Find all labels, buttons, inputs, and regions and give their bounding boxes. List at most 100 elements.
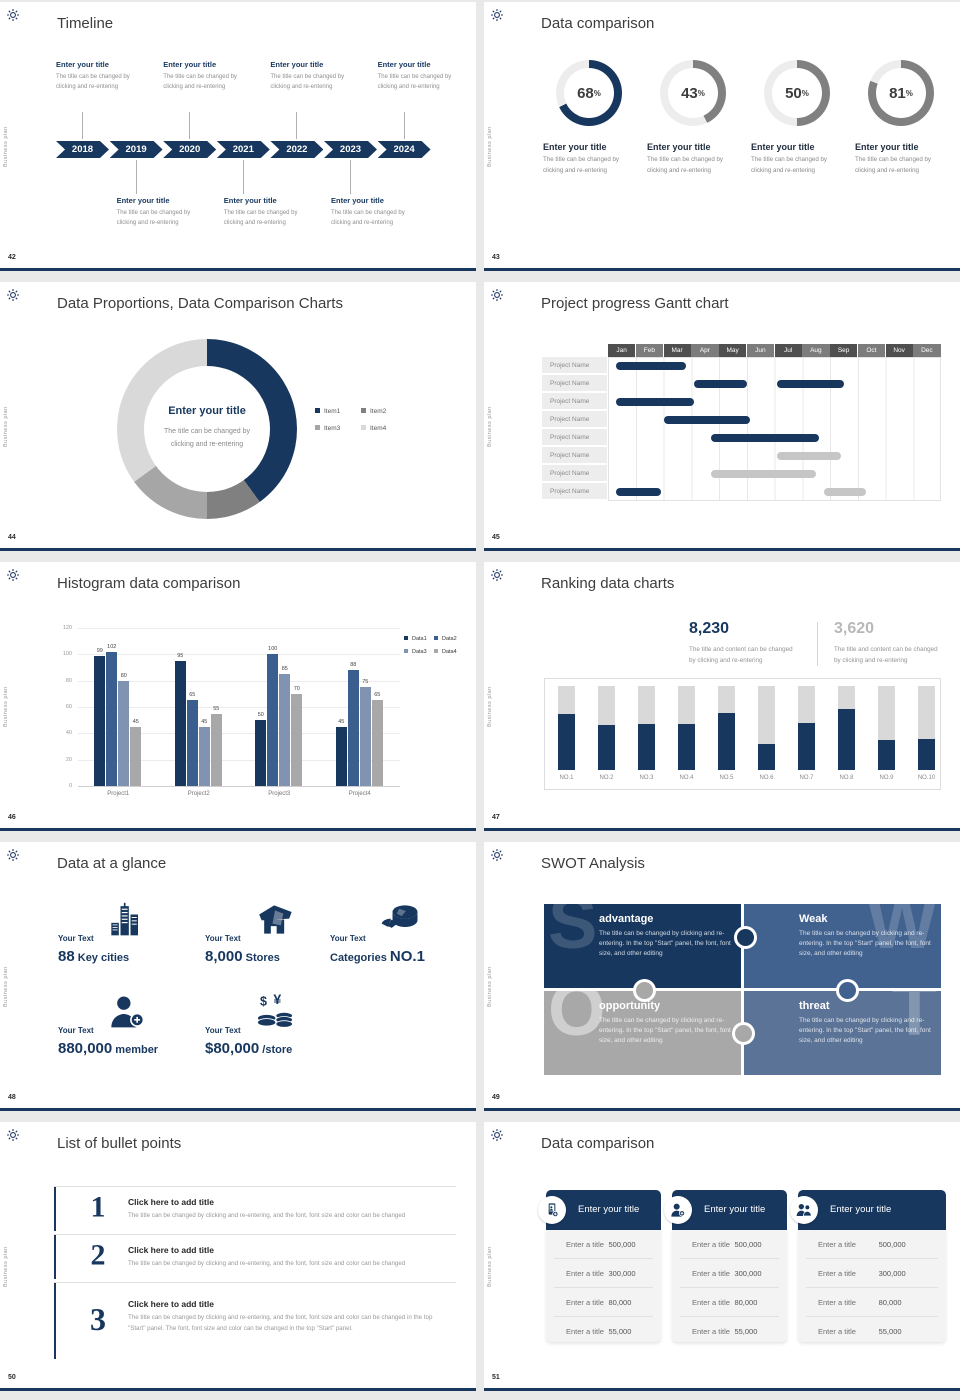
rank-label: NO.9: [879, 775, 894, 781]
timeline-entry-body: The title can be changed by clicking and …: [56, 74, 130, 91]
grid-line: [78, 680, 400, 682]
timeline-entry-title: Enter your title: [377, 60, 431, 69]
swot-body: The title can be changed by clicking and…: [799, 930, 931, 958]
timeline-entry: Enter your title The title can be changed…: [270, 60, 372, 92]
svg-text:¥: ¥: [273, 994, 281, 1008]
hist-bar: [106, 651, 118, 786]
page-title: Data comparison: [541, 1135, 655, 1152]
stat-divider: [817, 622, 818, 666]
progress-ring: 68%: [556, 60, 622, 126]
hist-value-label: 80: [120, 672, 127, 679]
slide-44-donut[interactable]: Business plan Data Proportions, Data Com…: [0, 282, 476, 551]
row-label: Enter a title: [692, 1298, 730, 1307]
gantt-row-label: Project Name: [542, 411, 607, 428]
ring-stat: 68% Enter your title The title can be chan…: [543, 60, 635, 177]
slide-43-data-comparison[interactable]: Business plan Data comparison 68% Enter y…: [484, 2, 960, 271]
year-chevron: 2018: [56, 141, 109, 158]
bullet-title: Click here to add title: [128, 1299, 214, 1309]
rank-bar: [758, 743, 775, 770]
slide-47-ranking[interactable]: Business plan Ranking data charts 8,230 T…: [484, 562, 960, 831]
coins-icon: $ ¥: [255, 992, 297, 1032]
y-tick-label: 100: [62, 651, 72, 658]
page-title: Data at a glance: [57, 855, 167, 872]
card-body: Enter a title 500,000 Enter a title 300,000…: [672, 1230, 787, 1342]
legend-item: Data2: [434, 636, 457, 642]
stat-block: Your Text 88 Key cities: [58, 902, 208, 986]
year-chevron: 2023: [324, 141, 377, 158]
hist-value-label: 102: [107, 643, 117, 650]
gantt-bar: [663, 416, 750, 424]
grid-line: [78, 759, 400, 761]
card-row: Enter a title 55,000: [680, 1317, 779, 1345]
grid-line: [78, 707, 400, 708]
bullet-row: 2 Click here to add title The title can be…: [54, 1234, 456, 1279]
rank-bar: [678, 723, 695, 770]
donut-center-body: The title can be changed by clicking and …: [163, 428, 250, 449]
slide-48-data-at-a-glance[interactable]: Business plan Data at a glance Your Text…: [0, 842, 476, 1111]
ring-body: The title can be changed by clicking and …: [751, 156, 828, 174]
row-label: Enter a title: [692, 1240, 730, 1249]
stat-block: $ ¥ Your Text $80,000 /store: [205, 992, 355, 1078]
ring-body: The title can be changed by clicking and …: [543, 156, 620, 174]
gantt-month-header: Mar: [663, 344, 691, 357]
card-row: Enter a title 80,000: [554, 1288, 653, 1317]
gantt-month-header: May: [719, 344, 747, 357]
row-label: Enter a title: [566, 1240, 604, 1249]
timeline-entry-title: Enter your title: [163, 60, 217, 69]
bullet-number: 1: [90, 1190, 106, 1224]
legend-item: Data1: [404, 636, 427, 642]
gantt-month-header: Apr: [691, 344, 719, 357]
ring-value: 81%: [889, 84, 913, 102]
ring-title: Enter your title: [647, 142, 711, 152]
hist-value-label: 100: [268, 646, 278, 653]
page-title: Data Proportions, Data Comparison Charts: [57, 295, 343, 312]
slide-46-histogram[interactable]: Business plan Histogram data comparison …: [0, 562, 476, 831]
puzzle-knob: [835, 978, 859, 1002]
gantt-bar: [824, 488, 867, 496]
timeline-entry-title: Enter your title: [56, 60, 109, 69]
swot-word: Weak: [799, 913, 828, 925]
gantt-month-header: Jan: [608, 344, 636, 357]
puzzle-knob: [733, 926, 757, 949]
timeline-entry-body: The title can be changed by clicking and …: [163, 74, 237, 91]
slide-42-timeline[interactable]: Business plan Timeline 2018 2019 2020 2021 2…: [0, 2, 476, 271]
swot-body: The title can be changed by clicking and…: [599, 1017, 731, 1045]
row-value: 300,000: [734, 1269, 762, 1278]
grid-line: [78, 786, 400, 787]
row-label: Enter a title: [566, 1298, 604, 1307]
gantt-row-label: Project Name: [542, 447, 607, 464]
stat-value: 88 Key cities: [58, 948, 130, 965]
grid-line: [78, 733, 400, 735]
stat-value: 8,000 Stores: [205, 948, 280, 965]
rank-label: NO.4: [679, 775, 694, 781]
row-value: 80,000: [734, 1298, 758, 1307]
slide-51-comparison-cards[interactable]: Business plan Data comparison Enter your…: [484, 1122, 960, 1391]
page-title: SWOT Analysis: [541, 855, 645, 872]
ring-value: 43%: [681, 84, 705, 102]
store-icon: [255, 902, 297, 940]
card-row: Enter a title 55,000: [554, 1317, 653, 1345]
row-value: 80,000: [608, 1298, 632, 1307]
legend-item: Data3: [404, 649, 427, 655]
slide-number: 51: [492, 1374, 500, 1381]
svg-text:$: $: [260, 995, 267, 1009]
timeline-entry: Enter your title The title can be changed…: [331, 196, 433, 228]
connector-line: [403, 112, 405, 139]
slide-content: 2018 2019 2020 2021 2022 2023 2024 Enter your t…: [0, 2, 476, 268]
hist-value-label: 45: [338, 718, 345, 725]
stat-block: Your Text Categories NO.1: [330, 902, 476, 986]
row-label: Enter a title: [818, 1269, 856, 1278]
slide-50-bullets[interactable]: Business plan List of bullet points 1 Cli…: [0, 1122, 476, 1391]
connector-line: [350, 160, 351, 194]
hist-bar: [210, 713, 222, 786]
gantt-bar: [777, 380, 844, 388]
slide-45-gantt[interactable]: Business plan Project progress Gantt cha…: [484, 282, 960, 551]
bullet-desc: The title can be changed by clicking and…: [128, 1260, 406, 1267]
gantt-month-header: Dec: [913, 344, 941, 357]
donut-center-title: Enter your title: [168, 405, 246, 417]
swot-letter: O: [548, 991, 606, 1051]
bullet-number: 3: [90, 1301, 106, 1338]
gantt-month-header: Sep: [830, 344, 858, 357]
